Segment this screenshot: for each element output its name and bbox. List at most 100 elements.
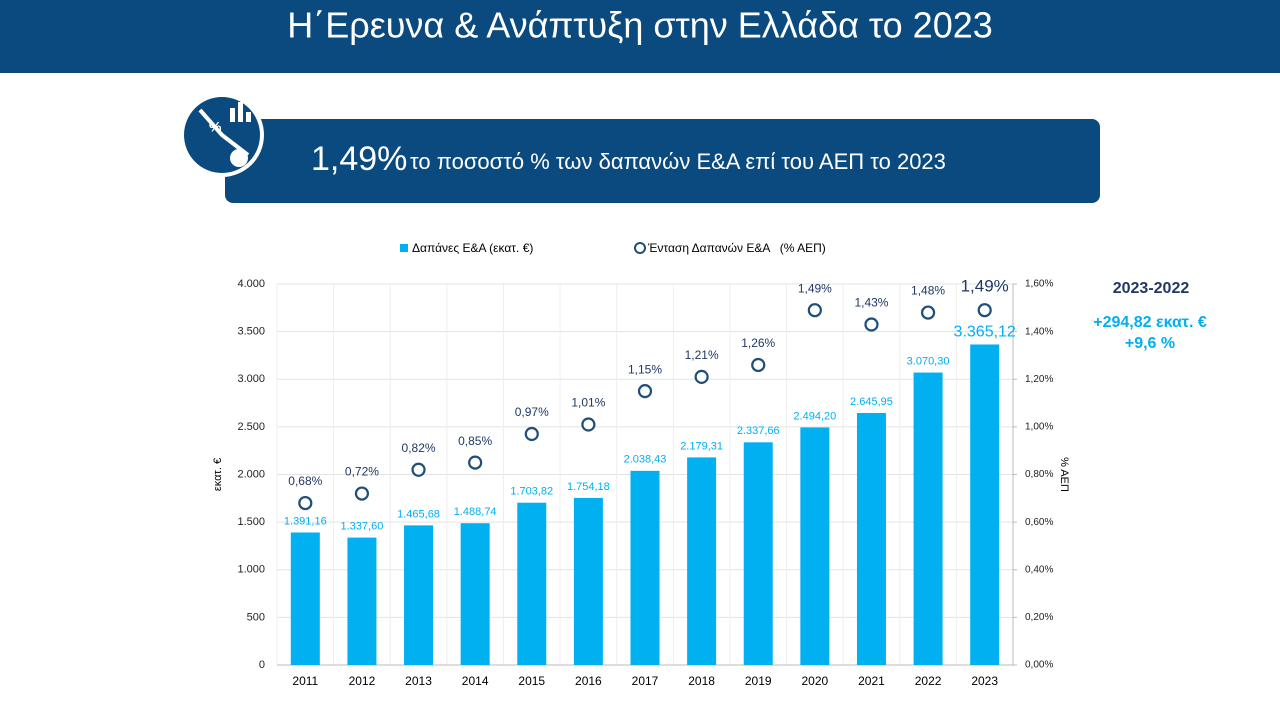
bar <box>460 523 490 665</box>
point-value-label: 0,68% <box>288 474 322 488</box>
y-tick-label: 0 <box>259 659 265 671</box>
bar <box>290 532 320 665</box>
y2-tick-label: 0,80% <box>1025 469 1053 480</box>
y2-tick-label: 1,60% <box>1025 279 1053 290</box>
point <box>411 462 426 477</box>
bar <box>970 344 1000 665</box>
point <box>354 486 370 501</box>
bar <box>856 412 886 665</box>
point-value-label: 0,82% <box>402 441 436 455</box>
point <box>864 317 879 332</box>
legend-label: Δαπάνες Ε&Α (εκατ. €) <box>412 241 533 255</box>
icon-coin <box>230 149 248 167</box>
legend-swatch <box>634 242 646 254</box>
banner-text: το ποσοστό % των δαπανών Ε&Α επί του ΑΕΠ… <box>410 149 946 174</box>
point <box>694 369 709 384</box>
y2-tick-label: 1,00% <box>1025 422 1053 433</box>
bar <box>573 497 603 665</box>
legend-label: Ένταση Δαπανών Ε&Α (% ΑΕΠ) <box>647 241 826 255</box>
y2-tick-label: 0,40% <box>1025 564 1053 575</box>
x-tick-label: 2020 <box>801 674 828 688</box>
side-note-line: +9,6 % <box>1125 335 1175 352</box>
bar <box>743 442 773 665</box>
y-tick-label: 2.000 <box>237 468 265 480</box>
point <box>637 384 653 399</box>
point <box>581 417 596 432</box>
bar <box>404 525 434 665</box>
side-note-title: 2023-2022 <box>1113 280 1190 297</box>
y2-tick-label: 1,40% <box>1025 326 1053 337</box>
x-tick-label: 2014 <box>462 674 489 688</box>
x-tick-label: 2021 <box>858 674 885 688</box>
point-value-label: 1,49% <box>798 281 832 295</box>
bar-value-label: 1.488,74 <box>454 506 497 518</box>
y-axis-label: εκατ. € <box>212 458 224 491</box>
bar-value-label: 1.391,16 <box>284 515 327 527</box>
point-value-label: 1,49% <box>961 277 1009 296</box>
x-tick-label: 2023 <box>971 674 998 688</box>
point-value-label: 1,26% <box>741 336 775 350</box>
bar-value-label: 2.337,66 <box>737 425 780 437</box>
bar-value-label: 1.337,60 <box>341 520 384 532</box>
point-value-label: 0,85% <box>458 434 492 448</box>
bar <box>687 457 717 665</box>
x-tick-label: 2012 <box>349 674 376 688</box>
point-value-label: 1,15% <box>628 362 662 376</box>
icon-bar <box>230 108 235 122</box>
bar-value-label: 2.179,31 <box>680 440 723 452</box>
bar-value-label: 1.703,82 <box>510 486 553 498</box>
y2-tick-label: 1,20% <box>1025 374 1053 385</box>
y2-tick-label: 0,20% <box>1025 612 1053 623</box>
bar-value-label: 2.645,95 <box>850 396 893 408</box>
banner <box>225 119 1100 203</box>
x-tick-label: 2019 <box>745 674 772 688</box>
icon-glyph: % <box>209 119 222 135</box>
point-value-label: 0,97% <box>515 405 549 419</box>
bar <box>913 372 943 665</box>
bar <box>800 427 830 665</box>
y-tick-label: 4.000 <box>237 278 265 290</box>
legend-swatch <box>400 244 408 252</box>
y2-axis-label: % ΑΕΠ <box>1058 457 1070 492</box>
bar-value-label: 1.754,18 <box>567 481 610 493</box>
header-title: Η΄Ερευνα & Ανάπτυξη στην Ελλάδα το 2023 <box>287 5 993 46</box>
bar <box>347 537 377 665</box>
y-tick-label: 1.500 <box>237 516 265 528</box>
y-tick-label: 2.500 <box>237 421 265 433</box>
point <box>977 303 992 318</box>
bar-value-label: 2.494,20 <box>793 410 836 422</box>
bar-value-label: 2.038,43 <box>624 454 667 466</box>
bar-value-label: 1.465,68 <box>397 508 440 520</box>
point <box>524 426 539 442</box>
point <box>920 305 936 320</box>
icon-bar <box>238 102 243 122</box>
banner-highlight: 1,49% <box>311 140 407 178</box>
y2-tick-label: 0,00% <box>1025 660 1053 671</box>
point <box>468 455 483 470</box>
x-tick-label: 2022 <box>915 674 942 688</box>
x-tick-label: 2017 <box>632 674 659 688</box>
bar <box>517 502 547 665</box>
bar-value-label: 3.365,12 <box>954 324 1016 341</box>
point-value-label: 1,21% <box>685 348 719 362</box>
point <box>751 357 766 373</box>
icon-shape <box>198 108 250 157</box>
point-value-label: 1,43% <box>854 296 888 310</box>
chart: 0 500 1.000 1.500 2.000 2.500 3.000 3.500 4.000 0… <box>212 241 1070 688</box>
x-tick-label: 2018 <box>688 674 715 688</box>
y2-tick-label: 0,60% <box>1025 517 1053 528</box>
bar <box>630 470 660 665</box>
y-tick-label: 3.000 <box>237 373 265 385</box>
point <box>807 303 822 318</box>
point-value-label: 1,48% <box>911 284 945 298</box>
x-tick-label: 2015 <box>518 674 545 688</box>
icon-bar <box>246 112 251 122</box>
x-tick-label: 2016 <box>575 674 602 688</box>
header-bar <box>0 0 1280 73</box>
point-value-label: 1,01% <box>571 396 605 410</box>
x-tick-label: 2013 <box>405 674 432 688</box>
point <box>298 495 313 511</box>
y-tick-label: 3.500 <box>237 326 265 338</box>
